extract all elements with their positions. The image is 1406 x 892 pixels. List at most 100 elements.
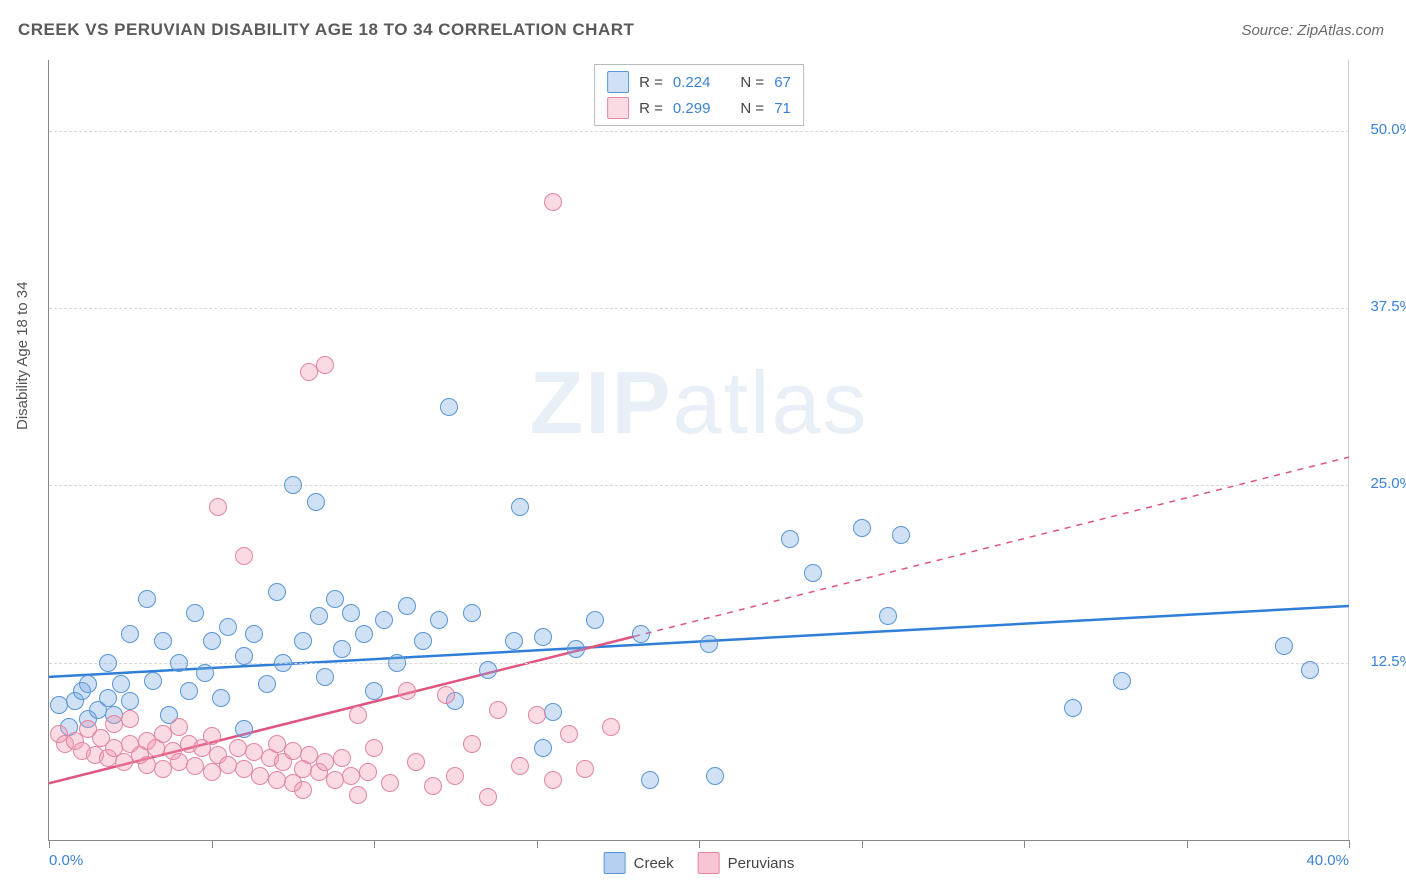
data-point [375,611,393,629]
data-point [706,767,724,785]
watermark: ZIPatlas [530,352,869,454]
data-point [274,654,292,672]
data-point [892,526,910,544]
data-point [258,675,276,693]
data-point [326,590,344,608]
data-point [641,771,659,789]
x-max-label: 40.0% [1306,852,1349,869]
data-point [284,476,302,494]
data-point [180,682,198,700]
x-tick [374,840,375,848]
legend-label-peruvians: Peruvians [728,855,795,872]
data-point [268,583,286,601]
data-point [203,632,221,650]
data-point [804,564,822,582]
data-point [430,611,448,629]
data-point [528,706,546,724]
data-point [407,753,425,771]
data-point [316,356,334,374]
scatter-plot: ZIPatlas R = 0.224 N = 67 R = 0.299 N = … [48,60,1349,841]
data-point [381,774,399,792]
stat-N-peruvians: 71 [774,100,791,117]
data-point [1275,637,1293,655]
data-point [105,715,123,733]
data-point [170,718,188,736]
data-point [219,756,237,774]
data-point [284,742,302,760]
data-point [310,607,328,625]
data-point [463,735,481,753]
data-point [586,611,604,629]
right-axis-line [1348,60,1349,840]
data-point [170,654,188,672]
data-point [170,753,188,771]
x-tick [49,840,50,848]
data-point [576,760,594,778]
data-point [365,682,383,700]
legend-item-creek: Creek [604,852,674,874]
data-point [1113,672,1131,690]
data-point [505,632,523,650]
data-point [112,675,130,693]
legend-item-peruvians: Peruvians [698,852,795,874]
data-point [479,788,497,806]
data-point [186,604,204,622]
x-tick [537,840,538,848]
data-point [294,781,312,799]
data-point [544,193,562,211]
swatch-creek [607,71,629,93]
data-point [316,668,334,686]
data-point [446,767,464,785]
y-tick-label: 50.0% [1370,121,1406,138]
x-tick [862,840,863,848]
stat-R-peruvians: 0.299 [673,100,711,117]
data-point [511,498,529,516]
data-point [602,718,620,736]
data-point [121,625,139,643]
data-point [398,682,416,700]
data-point [781,530,799,548]
data-point [121,692,139,710]
chart-title: CREEK VS PERUVIAN DISABILITY AGE 18 TO 3… [18,20,634,40]
legend-label-creek: Creek [634,855,674,872]
data-point [349,706,367,724]
data-point [99,654,117,672]
data-point [235,547,253,565]
data-point [424,777,442,795]
data-point [251,767,269,785]
stats-row-creek: R = 0.224 N = 67 [607,69,791,95]
x-min-label: 0.0% [49,852,83,869]
data-point [121,710,139,728]
data-point [1064,699,1082,717]
data-point [307,493,325,511]
x-tick [1187,840,1188,848]
data-point [853,519,871,537]
data-point [388,654,406,672]
data-point [879,607,897,625]
data-point [479,661,497,679]
x-tick [699,840,700,848]
gridline [49,131,1349,132]
gridline [49,485,1349,486]
data-point [1301,661,1319,679]
stat-N-label: N = [740,74,764,91]
data-point [489,701,507,719]
x-tick [212,840,213,848]
data-point [316,753,334,771]
x-tick [1024,840,1025,848]
gridline [49,308,1349,309]
data-point [294,632,312,650]
data-point [235,647,253,665]
data-point [235,720,253,738]
legend-swatch-peruvians [698,852,720,874]
data-point [342,604,360,622]
data-point [398,597,416,615]
data-point [229,739,247,757]
data-point [632,625,650,643]
data-point [333,749,351,767]
data-point [326,771,344,789]
y-tick-label: 37.5% [1370,298,1406,315]
stat-N-label: N = [740,100,764,117]
data-point [349,786,367,804]
data-point [203,727,221,745]
